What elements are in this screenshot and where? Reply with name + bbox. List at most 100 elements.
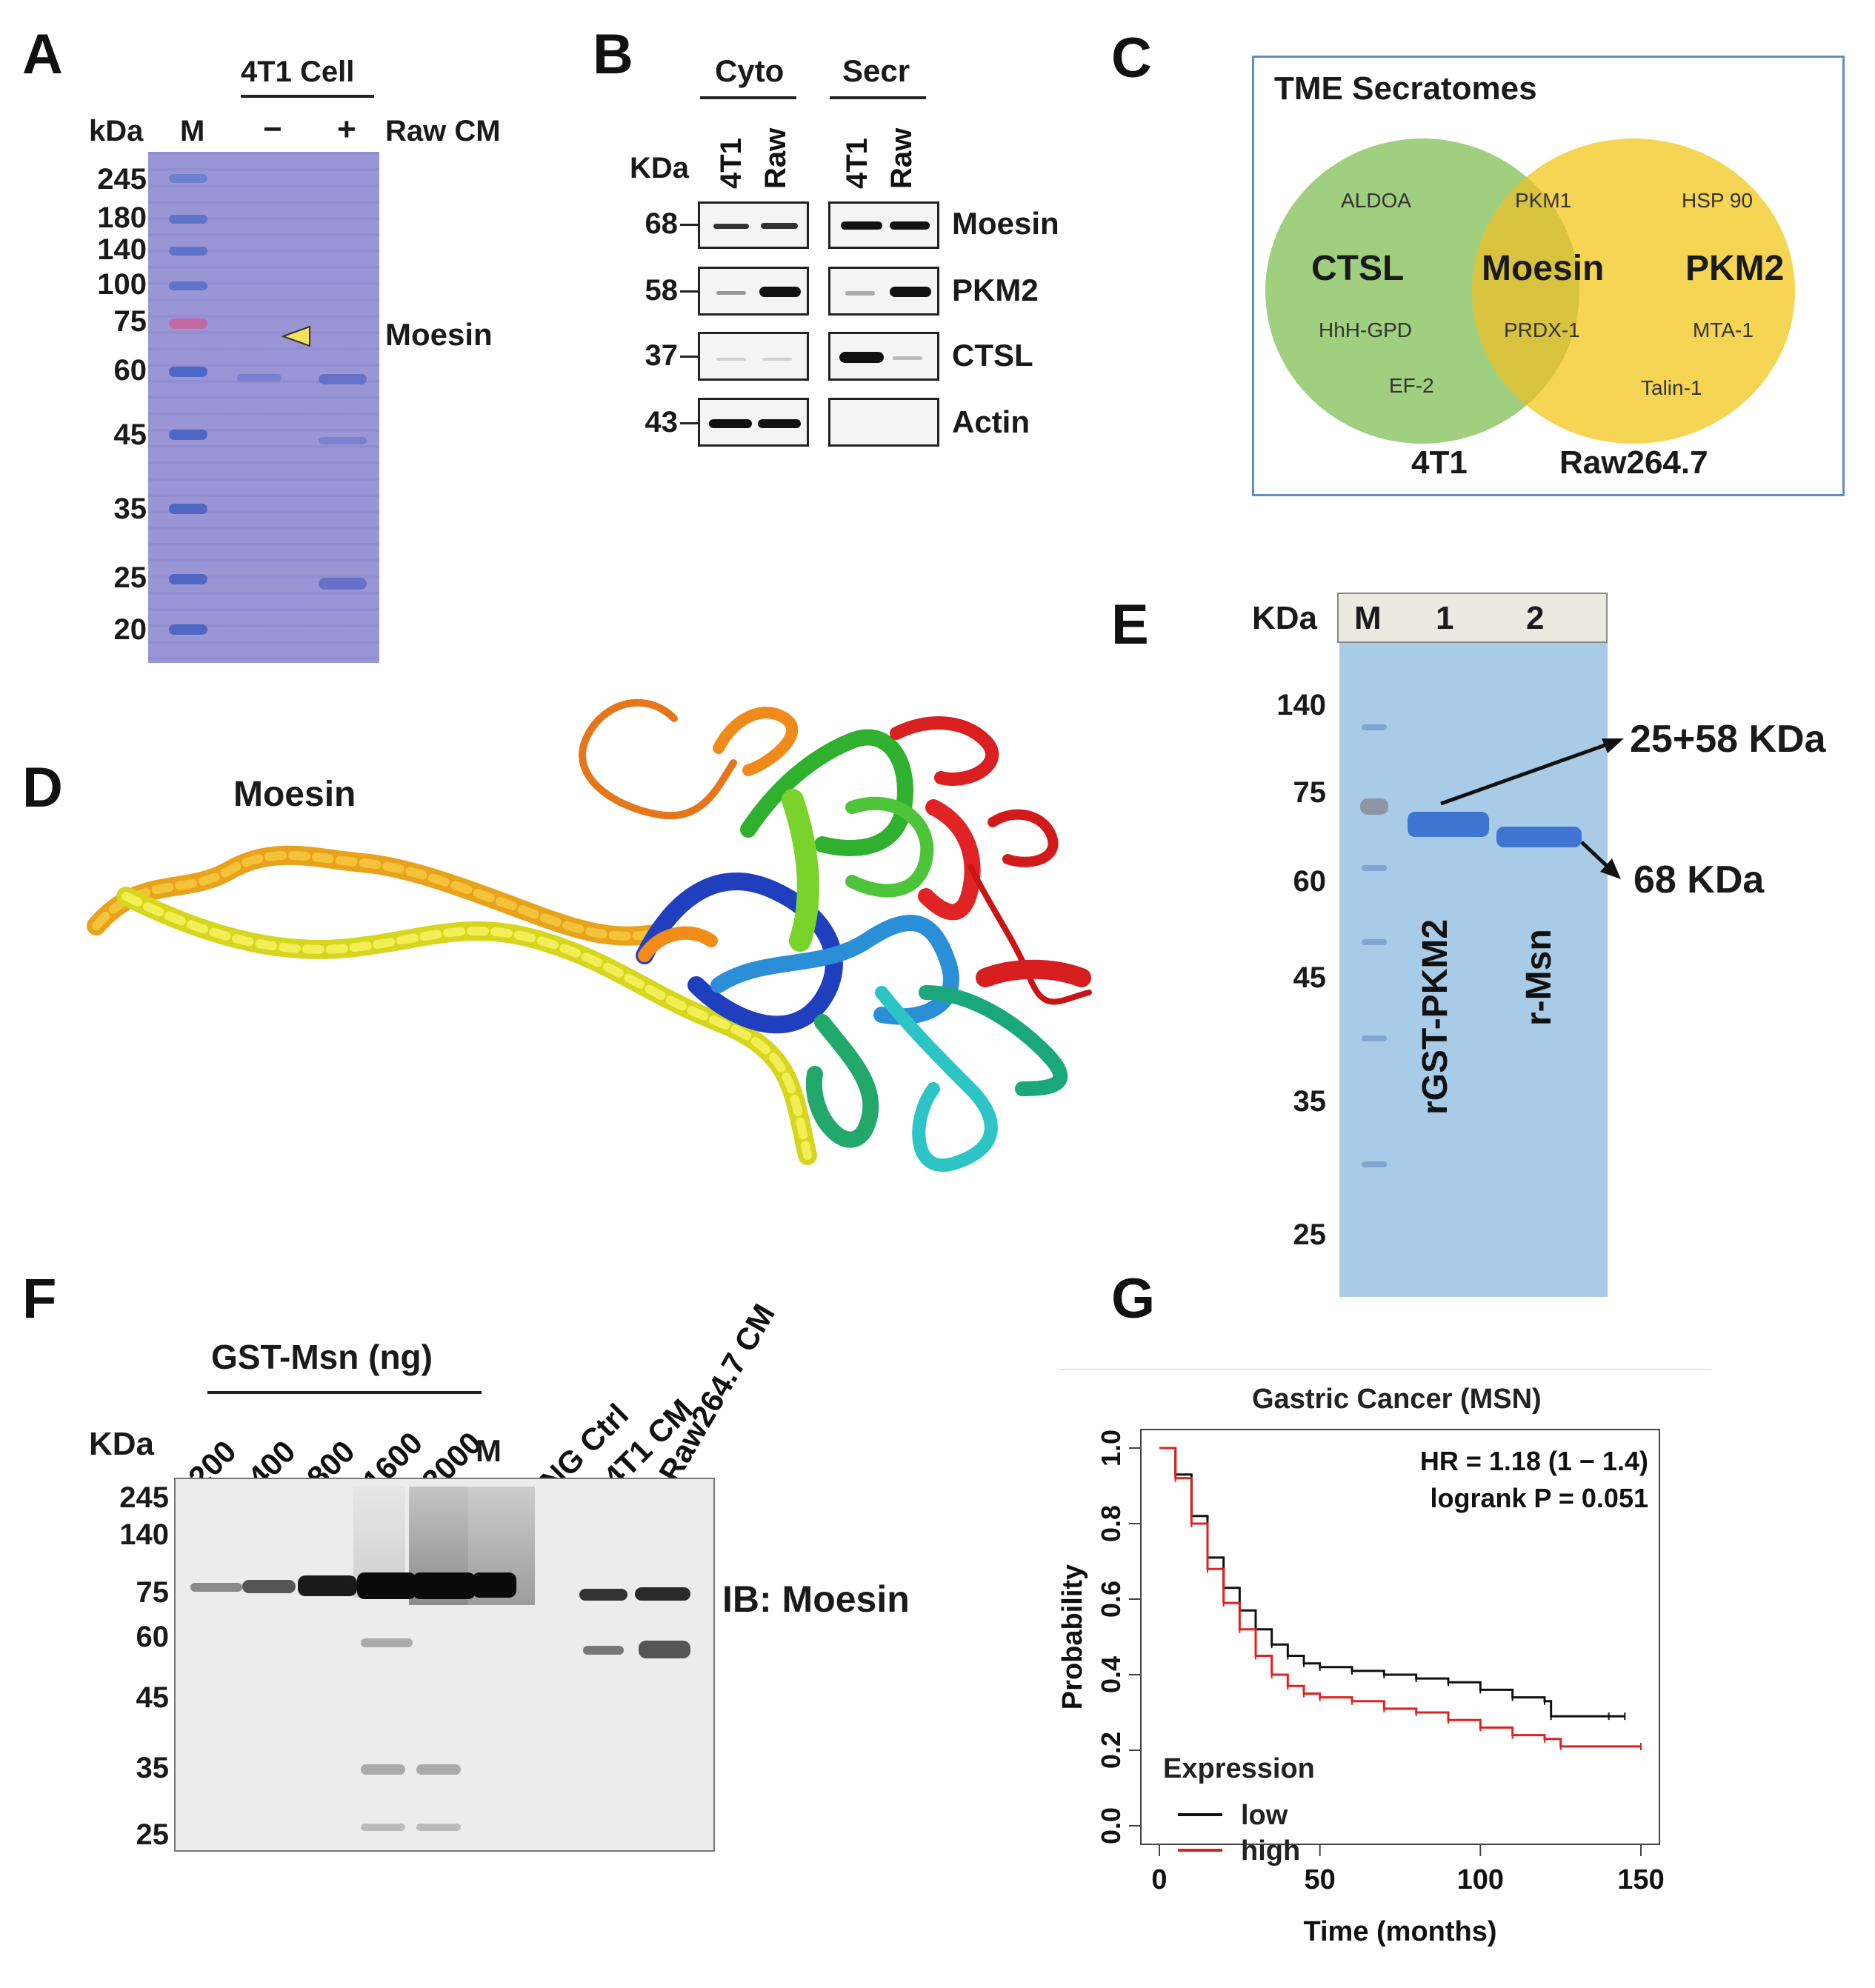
mw-245: 245 [119, 1481, 169, 1514]
panel-label-g: G [1111, 1267, 1156, 1330]
item-talin1: Talin-1 [1641, 376, 1702, 399]
marker-band [169, 504, 207, 514]
structure-title: Moesin [233, 775, 356, 814]
kda-label: KDa [1252, 600, 1318, 636]
lane-4t1: 4T1 [715, 138, 747, 189]
blot-band [579, 1589, 627, 1601]
mw-35: 35 [136, 1752, 170, 1784]
arrow-icons [1440, 738, 1624, 879]
arrow-lower [1580, 841, 1609, 868]
chart-title: Gastric Cancer (MSN) [1252, 1384, 1542, 1415]
marker-band [1362, 724, 1387, 730]
mw-75: 75 [136, 1576, 170, 1609]
lane-label-plus: + [337, 111, 356, 147]
mw-43: 43 [645, 406, 679, 438]
row-label-ctsl: CTSL [952, 338, 1033, 373]
blot-band [413, 1572, 476, 1599]
coomassie-gel-e [1339, 643, 1608, 1297]
mw-245: 245 [97, 163, 147, 196]
set-label-raw264-7: Raw264.7 [1559, 444, 1708, 481]
venn-overlap [1472, 139, 1579, 444]
arrow-upper [1440, 741, 1612, 806]
cyto-underline [700, 96, 796, 99]
row-label-pkm2: PKM2 [952, 273, 1039, 307]
bold-pkm2: PKM2 [1685, 249, 1785, 288]
panel-label-f: F [22, 1267, 57, 1330]
x-tick-label: 50 [1305, 1864, 1336, 1895]
legend-label-high: high [1241, 1835, 1300, 1867]
blot-cyto-pkm2 [698, 267, 809, 316]
mw-140: 140 [119, 1518, 169, 1551]
blot-secr-pkm2 [828, 267, 939, 316]
mw-68: 68 [645, 207, 679, 240]
group-cyto: Cyto [715, 53, 785, 88]
blot-band [639, 1641, 690, 1658]
blot-band [583, 1646, 624, 1655]
mw-45: 45 [113, 418, 147, 451]
mw-35: 35 [113, 493, 147, 525]
blot-band [361, 1824, 405, 1831]
survival-curves [1159, 1447, 1642, 1750]
marker-band [169, 281, 207, 290]
panel-label-e: E [1111, 593, 1149, 656]
x-tick-label: 0 [1151, 1864, 1167, 1895]
blot-band [845, 291, 875, 296]
lane-raw: Raw [759, 127, 792, 189]
item-prdx1: PRDX-1 [1504, 318, 1580, 341]
sample-band [319, 374, 367, 384]
blot-band [416, 1764, 461, 1775]
mw-37: 37 [645, 339, 679, 372]
mw-tick [680, 224, 699, 226]
blot-secr-moesin [828, 201, 939, 249]
y-tick-label: 1.0 [1096, 1430, 1126, 1467]
mw-75: 75 [113, 305, 147, 338]
lane-raw: Raw [885, 127, 918, 189]
marker-band [1362, 1035, 1387, 1041]
axis-ticks: 0 50 100 150 0.0 0.2 0.4 0.6 0.8 1.0 [1096, 1430, 1665, 1895]
blot-band [762, 358, 792, 361]
blot-cyto-moesin [698, 201, 809, 249]
mw-45: 45 [1293, 961, 1327, 994]
mw-35: 35 [1293, 1085, 1327, 1118]
item-ef2: EF-2 [1389, 374, 1434, 397]
marker-band [1362, 865, 1387, 871]
marker-band [169, 215, 207, 224]
blot-band [839, 352, 884, 363]
blot-band [761, 223, 798, 229]
mw-180: 180 [97, 201, 147, 234]
marker-band [1360, 798, 1388, 815]
blot-band [357, 1572, 416, 1599]
blot-band [759, 287, 801, 297]
logrank-annotation: logrank P = 0.051 [1430, 1483, 1648, 1513]
blot-band [716, 358, 746, 361]
blot-band [361, 1638, 413, 1647]
condition-label: Raw CM [385, 115, 501, 147]
marker-band [169, 247, 207, 256]
venn-diagram [1265, 139, 1795, 444]
mw-25: 25 [1293, 1218, 1327, 1251]
kda-label: KDa [630, 152, 690, 184]
mw-60: 60 [136, 1621, 170, 1653]
coomassie-gel [148, 152, 379, 663]
x-tick-label: 150 [1617, 1864, 1664, 1895]
lane-label-rgst-pkm2: rGST-PKM2 [1416, 918, 1455, 1115]
blot-band [758, 419, 801, 428]
blot-band [472, 1572, 516, 1598]
marker-band-75 [169, 318, 207, 329]
marker-band [169, 430, 207, 440]
blot-band [890, 287, 931, 297]
y-tick-label: 0.8 [1096, 1505, 1126, 1542]
legend-label-low: low [1241, 1800, 1288, 1831]
blot-band [416, 1824, 461, 1831]
lane-label-marker: M [180, 115, 205, 147]
lane-label-minus: − [263, 111, 282, 147]
secr-underline [830, 96, 926, 99]
band-rgst-pkm2 [1408, 812, 1489, 837]
blot-secr-ctsl [828, 332, 939, 381]
mw-20: 20 [113, 613, 147, 646]
marker-band [169, 174, 207, 183]
item-hhh-gpd: HhH-GPD [1319, 318, 1413, 341]
blot-band [893, 356, 922, 360]
sample-band [319, 578, 367, 590]
